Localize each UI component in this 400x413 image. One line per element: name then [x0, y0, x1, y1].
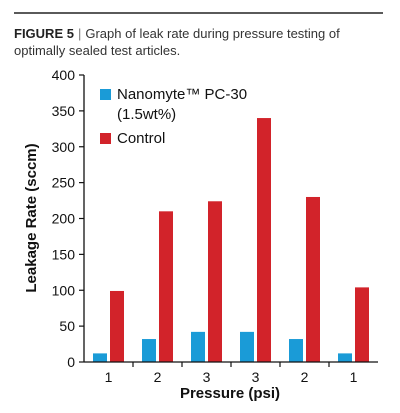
y-tick-label: 350: [52, 103, 76, 119]
x-tick-label: 1: [105, 369, 113, 385]
x-tick-label: 3: [203, 369, 211, 385]
x-axis-title: Pressure (psi): [180, 385, 280, 402]
legend-swatch-nanomyte: [100, 89, 111, 100]
bar-nanomyte: [142, 339, 156, 362]
y-tick-label: 100: [52, 282, 76, 298]
x-tick-label: 2: [154, 369, 162, 385]
figure-label: FIGURE 5: [14, 26, 74, 41]
bar-control: [306, 196, 320, 362]
x-tick-label: 3: [252, 369, 260, 385]
y-tick-label: 400: [52, 67, 76, 83]
y-tick-label: 300: [52, 139, 76, 155]
x-axis-ticks: 1 2 3 3 2 1: [105, 362, 358, 385]
legend-label: Control: [117, 130, 165, 147]
bar-control: [257, 118, 271, 362]
y-axis-title: Leakage Rate (sccm): [23, 143, 40, 292]
top-rule: [14, 12, 383, 14]
bar-control: [355, 287, 369, 362]
figure-caption: FIGURE 5 | Graph of leak rate during press…: [14, 25, 384, 59]
y-tick-label: 200: [52, 211, 76, 227]
legend-label: Nanomyte™ PC-30: [117, 86, 247, 103]
bar-control: [208, 201, 222, 362]
legend-swatch-control: [100, 133, 111, 144]
y-tick-label: 150: [52, 246, 76, 262]
y-tick-label: 0: [67, 354, 75, 370]
bars: [93, 118, 369, 362]
y-axis-ticks: 0 50 100 150 200 250 300 350 400: [52, 67, 84, 370]
bar-nanomyte: [93, 353, 107, 362]
caption-text: Graph of leak rate during pressure testi…: [14, 26, 340, 58]
bar-nanomyte: [338, 353, 352, 362]
bar-control: [110, 290, 124, 362]
x-tick-label: 2: [301, 369, 309, 385]
bar-nanomyte: [289, 339, 303, 362]
y-tick-label: 50: [59, 318, 75, 334]
bar-nanomyte: [191, 331, 205, 362]
caption-separator: |: [77, 26, 82, 41]
legend-label-line2: (1.5wt%): [117, 106, 176, 123]
bar-nanomyte: [240, 331, 254, 362]
bar-control: [159, 211, 173, 362]
legend: Nanomyte™ PC-30 (1.5wt%) Control: [100, 86, 247, 147]
y-tick-label: 250: [52, 175, 76, 191]
x-tick-label: 1: [350, 369, 358, 385]
